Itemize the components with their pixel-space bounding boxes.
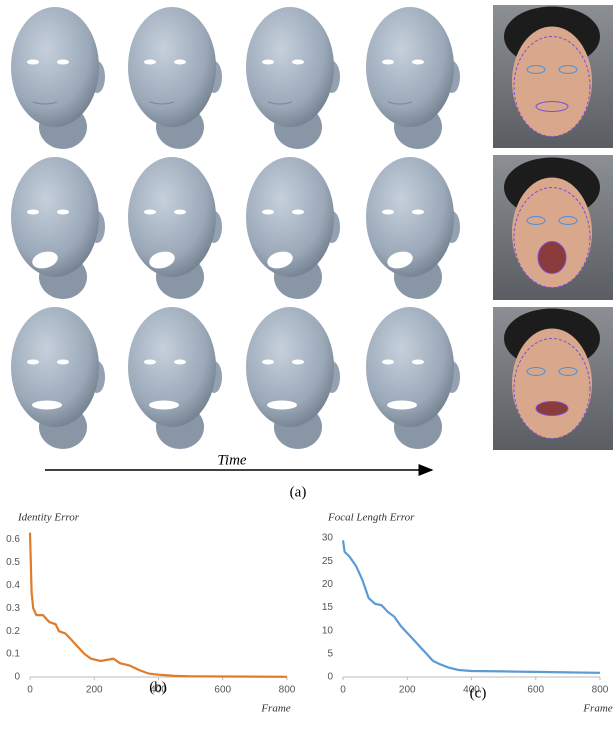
chart-title: Focal Length Error [327,512,415,524]
eye [57,210,69,215]
eye [57,60,69,65]
head [246,7,334,127]
face [246,157,340,299]
eye [412,60,424,65]
head [11,7,99,127]
x-tick-label: 600 [214,685,231,696]
x-axis-label: Frame [260,703,290,715]
x-tick-label: 0 [27,685,33,696]
y-tick-label: 0.6 [6,534,20,545]
page: {"figure": {"time_label": "Time", "label… [0,0,613,732]
head [128,307,216,427]
eye [144,60,156,65]
eye [57,360,69,365]
x-tick-label: 0 [340,685,346,696]
face [128,157,222,299]
head [128,7,216,127]
y-tick-label: 0 [14,672,20,683]
photo-mouth [538,242,566,274]
face [366,157,460,299]
face [11,7,105,149]
y-tick-label: 0.3 [6,603,20,614]
mouth [387,401,417,410]
x-tick-label: 800 [592,685,609,696]
eye [382,60,394,65]
x-axis-label: Frame [582,703,612,715]
eye [292,60,304,65]
face [246,7,340,149]
y-tick-label: 25 [322,556,334,567]
eye [174,360,186,365]
head [366,7,454,127]
eye [144,210,156,215]
face [366,307,460,449]
x-tick-label: 800 [279,685,296,696]
eye [27,60,39,65]
eye [262,360,274,365]
face [128,307,222,449]
head [246,307,334,427]
eye [174,60,186,65]
face-renders [11,5,613,450]
y-tick-label: 0.2 [6,626,20,637]
y-tick-label: 15 [322,602,334,613]
eye [262,60,274,65]
photo-mouth [536,402,568,416]
time-label: Time [217,452,247,468]
caption: (c) [470,685,487,701]
mouth [149,401,179,410]
y-tick-label: 0.4 [6,580,20,591]
y-tick-label: 0.1 [6,649,20,660]
eye [174,210,186,215]
eye [27,210,39,215]
face [11,157,105,299]
eye [412,210,424,215]
face [246,307,340,449]
y-tick-label: 0 [327,672,333,683]
photo [493,307,613,450]
eye [262,210,274,215]
mouth [32,401,62,410]
data-line [30,533,287,677]
mouth [267,401,297,410]
eye [382,210,394,215]
eye [292,360,304,365]
eye [144,360,156,365]
figure: Time (a) Identity Error 0 0.1 0.2 0.3 0.4 0.5 0… [0,0,613,732]
photo [493,155,613,300]
eye [382,360,394,365]
head [366,307,454,427]
eye [27,360,39,365]
x-tick-label: 200 [86,685,103,696]
x-tick-label: 200 [399,685,416,696]
y-tick-label: 10 [322,625,334,636]
y-tick-label: 0.5 [6,557,20,568]
caption-a: (a) [290,484,307,500]
face [128,7,222,149]
face [366,7,460,149]
photo [493,5,613,148]
chart-title: Identity Error [17,512,80,524]
eye [412,360,424,365]
y-tick-label: 5 [327,648,333,659]
y-tick-label: 30 [322,533,334,544]
eye [292,210,304,215]
head [11,307,99,427]
caption: (b) [149,679,167,695]
y-tick-label: 20 [322,579,334,590]
x-tick-label: 600 [527,685,544,696]
face [11,307,105,449]
data-line [343,540,600,673]
